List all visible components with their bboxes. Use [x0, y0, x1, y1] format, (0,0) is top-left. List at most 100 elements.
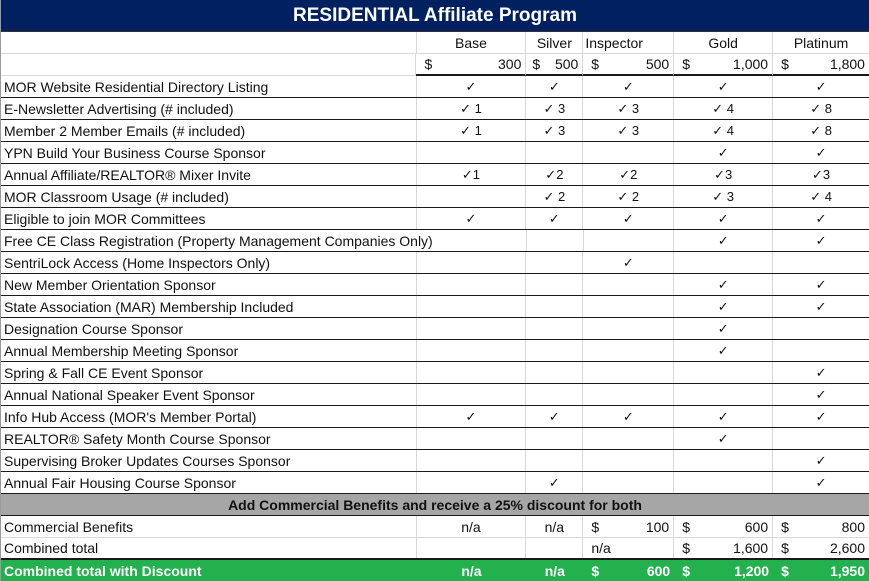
benefit-silver-check-icon[interactable] — [526, 450, 584, 471]
benefit-inspector-check-icon[interactable] — [583, 472, 675, 493]
benefit-silver-check-icon[interactable] — [527, 230, 584, 251]
benefit-platinum-check-icon[interactable]: ✓ — [815, 232, 827, 248]
benefit-base-check-icon[interactable] — [417, 142, 527, 163]
benefit-base-check-icon[interactable]: ✓ 1 — [417, 120, 527, 141]
combined-base[interactable] — [417, 538, 527, 558]
commercial-inspector[interactable]: $100 — [583, 516, 675, 537]
benefit-silver-check-icon[interactable]: ✓ — [526, 208, 584, 229]
benefit-inspector-check-icon[interactable]: ✓ 2 — [583, 186, 675, 207]
benefit-label[interactable]: Annual Membership Meeting Sponsor — [1, 340, 417, 361]
benefit-silver-check-icon[interactable]: ✓2 — [526, 164, 584, 185]
row-label[interactable]: Combined total — [1, 538, 417, 558]
benefit-base-check-icon[interactable] — [417, 230, 527, 251]
benefit-label[interactable]: Annual Fair Housing Course Sponsor — [1, 472, 417, 493]
benefit-inspector-check-icon[interactable] — [583, 340, 675, 361]
benefit-platinum-check-icon[interactable]: ✓ — [815, 78, 827, 94]
benefit-gold-check-icon[interactable]: ✓ — [674, 76, 774, 97]
benefit-inspector-check-icon[interactable] — [583, 274, 675, 295]
benefit-inspector-check-icon[interactable] — [583, 450, 675, 471]
discounted-platinum[interactable]: $1,950 — [773, 560, 869, 581]
benefit-silver-check-icon[interactable]: ✓ 2 — [526, 186, 584, 207]
benefit-label[interactable]: Free CE Class Registration (Property Man… — [4, 232, 433, 249]
benefit-label[interactable]: Designation Course Sponsor — [1, 318, 417, 339]
benefit-base-check-icon[interactable] — [417, 252, 527, 273]
benefit-inspector-check-icon[interactable] — [583, 362, 675, 383]
benefit-label[interactable]: SentriLock Access (Home Inspectors Only) — [1, 252, 417, 273]
benefit-label[interactable]: New Member Orientation Sponsor — [1, 274, 417, 295]
benefit-gold-check-icon[interactable]: ✓ — [674, 142, 774, 163]
benefit-base-check-icon[interactable] — [417, 362, 527, 383]
benefit-inspector-check-icon[interactable] — [583, 384, 675, 405]
discounted-gold[interactable]: $1,200 — [674, 560, 773, 581]
benefit-inspector-check-icon[interactable]: ✓ — [583, 76, 675, 97]
benefit-base-check-icon[interactable] — [417, 340, 527, 361]
benefit-label[interactable]: MOR Website Residential Directory Listin… — [1, 76, 417, 97]
benefit-label[interactable]: REALTOR® Safety Month Course Sponsor — [1, 428, 417, 449]
benefit-base-check-icon[interactable] — [417, 274, 527, 295]
benefit-inspector-check-icon[interactable] — [583, 296, 675, 317]
discounted-base[interactable]: n/a — [461, 563, 482, 579]
benefit-platinum-check-icon[interactable] — [773, 318, 869, 339]
benefit-silver-check-icon[interactable] — [526, 296, 584, 317]
commercial-silver[interactable]: n/a — [526, 516, 584, 537]
benefit-label[interactable]: Spring & Fall CE Event Sponsor — [1, 362, 417, 383]
benefit-label[interactable]: Info Hub Access (MOR's Member Portal) — [1, 406, 417, 427]
price-blank-cell[interactable] — [1, 54, 417, 76]
benefit-silver-check-icon[interactable] — [526, 340, 584, 361]
benefit-silver-check-icon[interactable]: ✓ 3 — [526, 120, 584, 141]
price-gold[interactable]: $1,000 — [674, 54, 774, 76]
combined-silver[interactable] — [526, 538, 584, 558]
benefit-gold-check-icon[interactable]: ✓ — [674, 296, 774, 317]
benefit-gold-check-icon[interactable]: ✓3 — [674, 164, 774, 185]
benefit-base-check-icon[interactable] — [417, 450, 527, 471]
benefit-gold-check-icon[interactable]: ✓ — [674, 318, 774, 339]
benefit-platinum-check-icon[interactable] — [773, 252, 869, 273]
benefit-gold-check-icon[interactable] — [674, 384, 774, 405]
benefit-platinum-check-icon[interactable]: ✓ — [815, 276, 827, 292]
row-label[interactable]: Commercial Benefits — [1, 516, 417, 537]
benefit-label[interactable]: Annual National Speaker Event Sponsor — [1, 384, 417, 405]
combined-platinum[interactable]: $2,600 — [773, 538, 869, 558]
benefit-platinum-check-icon[interactable]: ✓3 — [811, 166, 831, 182]
benefit-label[interactable]: Member 2 Member Emails (# included) — [1, 120, 417, 141]
benefit-inspector-check-icon[interactable]: ✓ — [583, 208, 675, 229]
benefit-gold-check-icon[interactable]: ✓ — [674, 406, 774, 427]
benefit-platinum-check-icon[interactable]: ✓ — [815, 452, 827, 468]
commercial-platinum[interactable]: $800 — [773, 516, 869, 537]
benefit-base-check-icon[interactable] — [417, 296, 527, 317]
benefit-label[interactable]: State Association (MAR) Membership Inclu… — [1, 296, 417, 317]
price-platinum[interactable]: $1,800 — [773, 54, 869, 76]
benefit-inspector-check-icon[interactable] — [583, 142, 675, 163]
commercial-gold[interactable]: $600 — [674, 516, 774, 537]
benefit-silver-check-icon[interactable]: ✓ — [526, 76, 584, 97]
benefit-platinum-check-icon[interactable]: ✓ — [815, 298, 827, 314]
benefit-gold-check-icon[interactable]: ✓ — [674, 230, 774, 251]
commercial-base[interactable]: n/a — [417, 516, 527, 537]
benefit-platinum-check-icon[interactable]: ✓ 8 — [810, 100, 832, 116]
benefit-inspector-check-icon[interactable] — [583, 428, 675, 449]
price-silver[interactable]: $500 — [526, 54, 584, 76]
combined-gold[interactable]: $1,600 — [674, 538, 774, 558]
benefit-platinum-check-icon[interactable]: ✓ — [815, 386, 827, 402]
benefit-gold-check-icon[interactable] — [674, 472, 774, 493]
price-base[interactable]: $300 — [416, 54, 527, 76]
benefit-silver-check-icon[interactable] — [526, 318, 584, 339]
benefit-silver-check-icon[interactable]: ✓ — [526, 472, 584, 493]
benefit-silver-check-icon[interactable] — [526, 274, 584, 295]
tier-name-gold[interactable]: Gold — [674, 32, 774, 53]
benefit-base-check-icon[interactable]: ✓ — [417, 406, 527, 427]
benefit-silver-check-icon[interactable] — [526, 252, 584, 273]
benefit-inspector-check-icon[interactable]: ✓ 3 — [583, 98, 675, 119]
benefit-inspector-check-icon[interactable]: ✓2 — [583, 164, 675, 185]
header-blank-cell[interactable] — [1, 32, 417, 53]
benefit-platinum-check-icon[interactable]: ✓ — [815, 210, 827, 226]
benefit-platinum-check-icon[interactable]: ✓ 8 — [810, 122, 832, 138]
tier-name-inspector[interactable]: Inspector — [583, 32, 675, 53]
benefit-gold-check-icon[interactable] — [674, 252, 774, 273]
discounted-inspector[interactable]: $600 — [583, 560, 674, 581]
benefit-gold-check-icon[interactable]: ✓ — [674, 274, 774, 295]
tier-name-platinum[interactable]: Platinum — [793, 34, 849, 51]
benefit-base-check-icon[interactable]: ✓ — [417, 208, 527, 229]
benefit-gold-check-icon[interactable]: ✓ 4 — [674, 98, 774, 119]
benefit-label[interactable]: Supervising Broker Updates Courses Spons… — [1, 450, 417, 471]
